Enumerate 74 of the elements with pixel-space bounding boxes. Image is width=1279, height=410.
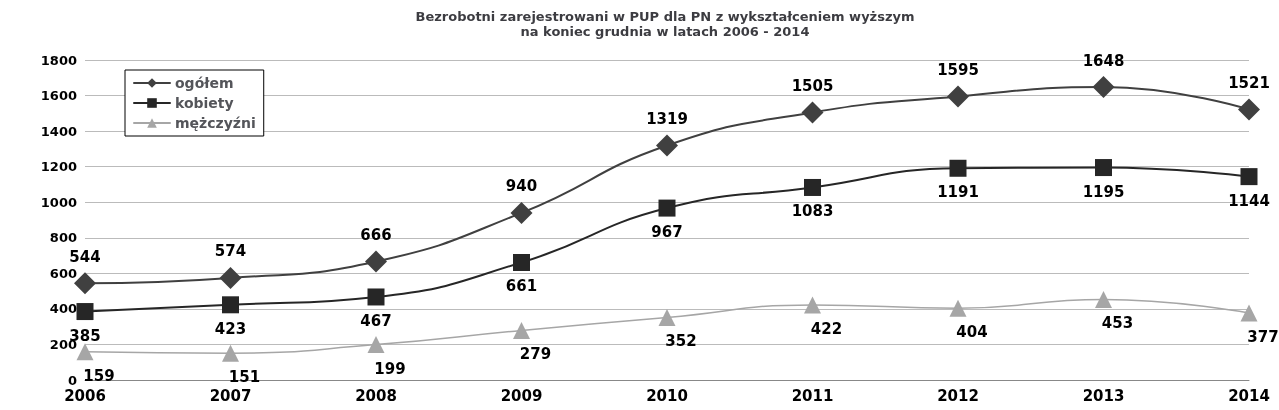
data-label: 199 [374,359,406,378]
data-label: 1595 [937,60,979,79]
point [513,253,530,271]
point [1095,159,1112,177]
data-label: 159 [83,366,115,385]
y-tick-label: 600 [49,265,77,281]
point [1240,304,1258,322]
data-label: 940 [505,177,538,196]
data-label: 151 [228,368,261,387]
y-tick-label: 1200 [40,159,77,175]
point [76,303,94,321]
data-label: 1083 [791,202,834,221]
point [76,343,94,361]
point [513,321,530,339]
data-label: 1505 [791,76,834,95]
chart-title: Bezrobotni zarejestrowani w PUP dla PN z wykształceniem wyższym na koniec grudnia w latach 2006 - 2014 [415,9,915,39]
data-label: 574 [214,242,247,261]
y-tick-label: 800 [49,230,77,246]
data-label: 1319 [646,110,688,129]
data-label: 404 [956,323,988,342]
point [656,134,678,157]
data-label: 1195 [1082,182,1125,201]
point [658,308,676,326]
data-label: 1648 [1082,51,1125,70]
data-label: 422 [810,319,843,338]
data-label: 1144 [1228,191,1270,210]
point [1240,168,1258,186]
point [365,250,387,273]
y-tick-label: 1000 [40,194,77,210]
y-tick-label: 1800 [40,52,77,68]
x-tick-label: 2013 [1082,386,1125,405]
point [804,178,821,196]
x-tick-label: 2014 [1228,386,1270,405]
data-label: 467 [360,311,392,330]
x-tick-label: 2009 [500,386,543,405]
legend-label: mężczyźni [175,115,256,131]
data-label: 967 [651,223,683,242]
x-tick-label: 2007 [209,386,252,405]
y-tick-label: 400 [49,301,77,317]
y-tick-label: 0 [67,372,77,388]
point [801,101,824,124]
data-label: 423 [214,319,247,338]
point [947,85,969,108]
point [367,288,385,306]
x-tick-label: 2008 [355,386,397,405]
x-tick-label: 2006 [64,386,106,405]
data-label: 544 [69,247,101,266]
data-label: 352 [665,332,697,351]
data-label: 1521 [1228,74,1270,93]
y-tick-label: 1600 [40,88,77,104]
point [367,336,385,354]
point [510,201,533,224]
legend-label: ogółem [175,75,234,91]
point [1092,76,1115,99]
point [222,344,239,362]
data-label: 661 [505,277,538,296]
data-label: 377 [1247,327,1279,346]
y-tick-label: 1400 [40,123,77,139]
point [804,296,821,314]
legend-label: kobiety [175,95,234,111]
point [949,159,967,177]
data-label: 279 [519,345,552,364]
x-tick-label: 2010 [646,386,688,405]
point [1238,98,1260,121]
data-label: 1191 [937,183,979,202]
point [949,299,967,317]
point [219,266,242,289]
data-label: 453 [1101,314,1134,333]
point [222,296,239,314]
x-tick-label: 2012 [937,386,979,405]
x-tick-label: 2011 [791,386,834,405]
point [658,199,676,217]
data-label: 666 [360,226,392,245]
point [1095,290,1112,308]
